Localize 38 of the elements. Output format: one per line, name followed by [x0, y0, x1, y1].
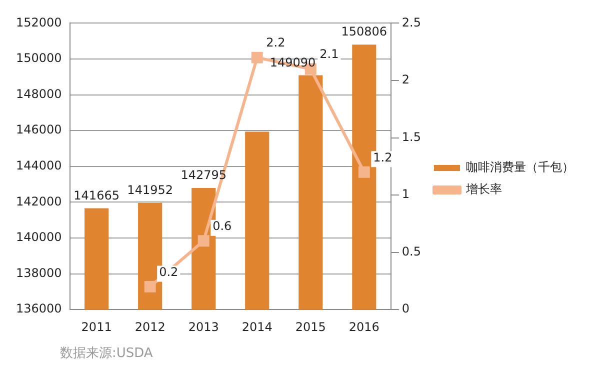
data-label: 0.2	[159, 264, 178, 279]
legend-label: 咖啡消费量（千包）	[466, 160, 574, 174]
y-tick-label: 150000	[16, 51, 62, 66]
y-tick-label: 148000	[16, 86, 62, 101]
y-tick-label: 138000	[16, 266, 62, 280]
point	[144, 280, 156, 292]
y-tick-label: 140000	[16, 230, 62, 244]
y-tick-label: 152000	[16, 15, 62, 30]
y-tick-label: 136000	[16, 302, 62, 316]
y2-tick-label: 2.5	[402, 15, 422, 30]
data-label: 1.2	[373, 150, 392, 164]
data-label: 141952	[127, 183, 173, 198]
data-label: 2.1	[320, 47, 339, 62]
y2-tick-label: 1.5	[402, 130, 422, 144]
y-tick-label: 146000	[16, 122, 62, 137]
y-tick-label: 142000	[16, 194, 62, 208]
x-tick-label: 2016	[348, 320, 380, 334]
point	[358, 166, 370, 178]
data-label: 141665	[74, 188, 120, 202]
data-label: 142795	[180, 168, 227, 182]
point	[198, 235, 210, 247]
data-label: 2.2	[266, 36, 286, 50]
legend-label: 增长率	[465, 182, 502, 196]
x-tick-label: 2014	[242, 320, 272, 334]
data-label: 0.6	[212, 218, 232, 233]
data-label: 150806	[341, 24, 388, 39]
source-note: 数据来源:USDA	[60, 345, 154, 362]
x-tick-label: 2013	[188, 320, 219, 334]
y2-tick-label: 2	[402, 72, 410, 87]
point	[251, 52, 263, 64]
x-tick-label: 2012	[134, 320, 166, 334]
y2-tick-label: 0	[402, 302, 410, 316]
y2-tick-label: 1	[402, 187, 410, 202]
x-tick-label: 2011	[81, 320, 112, 334]
data-label: 149090	[270, 55, 316, 70]
y-tick-label: 144000	[16, 158, 62, 173]
y2-tick-label: 0.5	[402, 244, 422, 258]
x-tick-label: 2015	[295, 320, 326, 334]
